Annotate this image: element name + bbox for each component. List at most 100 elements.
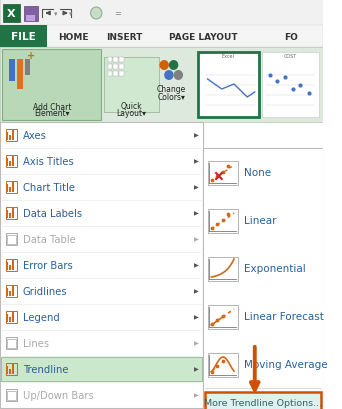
Text: Colors▾: Colors▾	[158, 92, 186, 101]
Circle shape	[169, 61, 178, 71]
Bar	[113, 72, 118, 77]
Text: ▶: ▶	[194, 237, 199, 242]
Bar	[6, 366, 9, 374]
Bar	[119, 65, 123, 70]
Bar	[198, 53, 260, 118]
Bar	[10, 213, 11, 218]
Text: Quick: Quick	[120, 102, 142, 111]
Point	[297, 83, 303, 89]
Bar	[108, 65, 112, 70]
Bar	[12, 286, 14, 296]
Text: Trendline: Trendline	[23, 364, 68, 374]
Text: ✓: ✓	[211, 367, 217, 373]
Bar	[6, 211, 9, 218]
Point	[214, 221, 220, 228]
Bar	[6, 130, 17, 142]
Point	[214, 317, 220, 324]
Bar	[6, 363, 17, 375]
Bar	[6, 259, 17, 271]
Text: Change: Change	[157, 85, 186, 94]
Text: Legend: Legend	[23, 312, 60, 322]
Bar	[6, 285, 17, 297]
Text: Error Bars: Error Bars	[23, 261, 73, 270]
Bar	[113, 65, 118, 70]
Bar	[12, 364, 14, 374]
Bar	[262, 53, 319, 118]
Text: ▾: ▾	[54, 11, 57, 17]
Bar	[6, 391, 16, 400]
Bar	[24, 7, 38, 22]
Point	[220, 169, 225, 176]
Bar	[10, 136, 11, 141]
Point	[210, 177, 215, 184]
Bar	[6, 337, 17, 349]
Text: ▶: ▶	[194, 315, 199, 320]
Bar	[3, 5, 20, 23]
Text: Exponential: Exponential	[245, 263, 306, 273]
Bar	[12, 261, 14, 270]
Bar	[6, 207, 17, 220]
Bar	[12, 131, 14, 141]
Bar	[6, 236, 16, 245]
Point	[226, 163, 231, 170]
Point	[214, 173, 220, 180]
Bar	[12, 182, 14, 193]
Bar	[208, 353, 238, 377]
Bar	[6, 314, 9, 322]
Text: INSERT: INSERT	[106, 32, 143, 41]
Point	[282, 74, 288, 81]
Bar	[6, 311, 17, 323]
Text: Axis Titles: Axis Titles	[23, 157, 74, 166]
Text: ▶: ▶	[194, 263, 199, 268]
Bar	[26, 16, 35, 22]
Bar	[10, 265, 11, 270]
Bar	[0, 26, 47, 48]
Bar	[6, 262, 9, 270]
Bar	[12, 209, 14, 218]
Text: ▶: ▶	[194, 393, 199, 398]
Text: Up/Down Bars: Up/Down Bars	[23, 390, 93, 400]
Circle shape	[164, 71, 174, 81]
Text: FILE: FILE	[11, 32, 36, 42]
Text: FO: FO	[284, 32, 298, 41]
Point	[210, 321, 215, 328]
Text: Lines: Lines	[23, 338, 49, 348]
Bar	[0, 123, 203, 408]
Point	[220, 217, 225, 224]
Text: Gridlines: Gridlines	[23, 286, 67, 296]
Text: ▾: ▾	[69, 11, 73, 17]
Text: oo: oo	[61, 396, 71, 405]
Bar	[208, 162, 238, 186]
Text: ▶: ▶	[194, 185, 199, 190]
Bar	[119, 58, 123, 63]
Circle shape	[174, 71, 183, 81]
Text: Add Chart: Add Chart	[32, 102, 71, 111]
Text: Element▾: Element▾	[34, 109, 70, 118]
Bar	[208, 305, 238, 329]
Bar	[108, 58, 112, 63]
Text: Axes: Axes	[23, 131, 47, 141]
Point	[210, 225, 215, 232]
Bar	[104, 58, 159, 113]
Text: ▶: ▶	[194, 289, 199, 294]
Bar	[119, 72, 123, 77]
Point	[275, 79, 280, 85]
Text: PAGE LAYOUT: PAGE LAYOUT	[169, 32, 237, 41]
Text: X: X	[7, 9, 16, 19]
Text: =: =	[115, 9, 121, 18]
Bar	[10, 60, 15, 82]
Bar	[6, 159, 9, 166]
Circle shape	[159, 61, 169, 71]
Point	[220, 358, 225, 364]
Bar	[0, 391, 113, 395]
Text: ▶: ▶	[194, 133, 199, 138]
Point	[220, 313, 225, 319]
Bar	[6, 339, 16, 348]
Bar	[6, 133, 9, 141]
Text: None: None	[245, 168, 272, 178]
Point	[226, 211, 231, 218]
Bar	[205, 392, 321, 409]
Bar	[0, 391, 323, 409]
Bar	[6, 234, 17, 245]
Text: ▶: ▶	[194, 211, 199, 216]
